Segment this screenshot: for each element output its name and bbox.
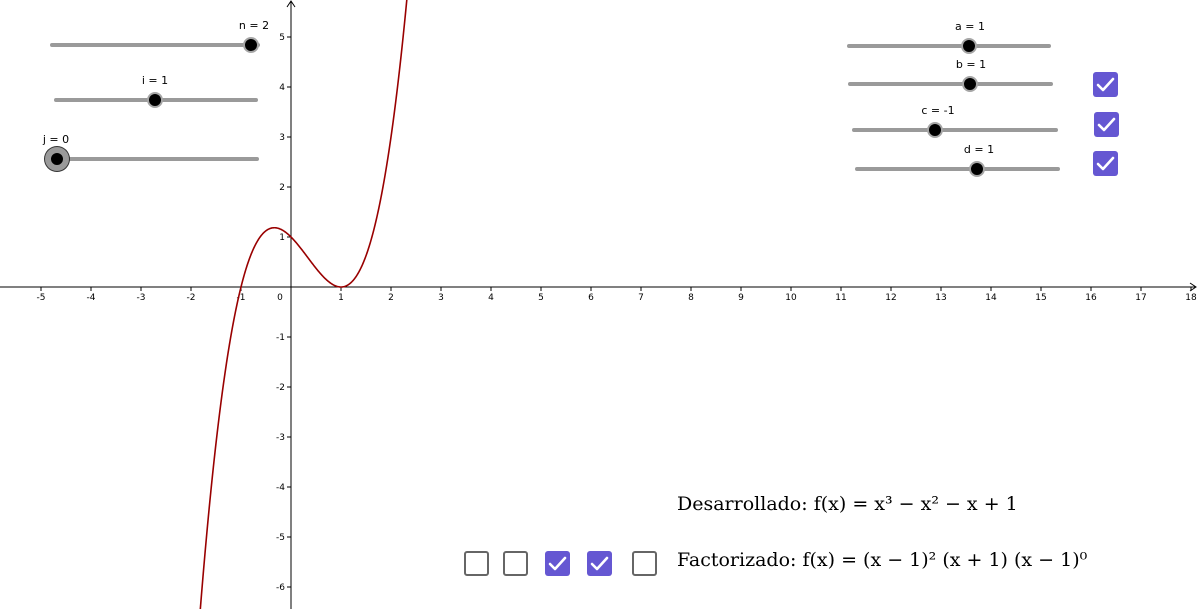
y-tick-label: 1	[279, 233, 285, 243]
slider-b-label: b = 1	[955, 58, 987, 71]
check-icon	[548, 556, 567, 571]
factored-formula: Factorizado: f(x) = (x − 1)² (x + 1) (x …	[677, 549, 1087, 571]
checkbox-factor-5[interactable]	[632, 551, 657, 576]
check-icon	[1096, 77, 1115, 92]
slider-j[interactable]: j = 0	[43, 133, 259, 171]
y-tick-label: -4	[276, 483, 285, 493]
check-icon	[1097, 117, 1116, 132]
factored-label: Factorizado:	[677, 549, 797, 571]
y-tick-label: 3	[279, 133, 285, 143]
x-tick-label: 5	[538, 293, 544, 303]
x-tick-label: 12	[885, 293, 896, 303]
slider-d-knob[interactable]	[969, 161, 985, 177]
check-icon	[590, 556, 609, 571]
x-tick-label: 10	[785, 293, 797, 303]
slider-d[interactable]: d = 1	[855, 143, 1060, 180]
check-icon	[1096, 156, 1115, 171]
checkbox-factor-3[interactable]	[545, 551, 570, 576]
x-tick-label: -2	[187, 293, 196, 303]
checkbox-factor-4[interactable]	[587, 551, 612, 576]
x-tick-label: 11	[835, 293, 846, 303]
expanded-expression: f(x) = x³ − x² − x + 1	[813, 493, 1018, 515]
x-tick-label: 7	[638, 293, 644, 303]
y-tick-label: -1	[276, 333, 285, 343]
checkbox-factor-1[interactable]	[464, 551, 489, 576]
slider-b-track[interactable]	[848, 82, 1053, 86]
y-tick-label: 4	[279, 83, 285, 93]
slider-b-knob[interactable]	[962, 76, 978, 92]
checkbox-factor-2[interactable]	[503, 551, 528, 576]
checkbox-c[interactable]	[1094, 112, 1119, 137]
slider-c[interactable]: c = -1	[852, 104, 1058, 141]
slider-a-knob[interactable]	[961, 38, 977, 54]
slider-a-track[interactable]	[847, 44, 1051, 48]
checkbox-b[interactable]	[1093, 72, 1118, 97]
y-tick-label: 5	[279, 33, 285, 43]
y-tick-label: -3	[276, 433, 285, 443]
factored-expression: f(x) = (x − 1)² (x + 1) (x − 1)⁰	[802, 549, 1088, 571]
x-tick-label: 15	[1035, 293, 1046, 303]
x-tick-label: -5	[37, 293, 46, 303]
slider-i[interactable]: i = 1	[54, 74, 258, 111]
y-tick-label: 2	[279, 183, 285, 193]
x-tick-label: -1	[237, 293, 246, 303]
slider-i-label: i = 1	[141, 74, 169, 87]
function-curve[interactable]	[199, 0, 409, 609]
slider-a-label: a = 1	[955, 20, 985, 33]
x-tick-label: 9	[738, 293, 744, 303]
expanded-formula: Desarrollado: f(x) = x³ − x² − x + 1	[677, 493, 1018, 515]
slider-n-track[interactable]	[50, 43, 260, 47]
y-tick-label: -6	[276, 583, 285, 593]
slider-c-label: c = -1	[921, 104, 955, 117]
y-tick-label: -5	[276, 533, 285, 543]
x-tick-label: -4	[87, 293, 96, 303]
slider-d-label: d = 1	[963, 143, 995, 156]
x-tick-label: 16	[1085, 293, 1097, 303]
x-tick-label: 0	[277, 293, 283, 303]
slider-c-track[interactable]	[852, 128, 1058, 132]
x-tick-label: 17	[1135, 293, 1146, 303]
slider-d-track[interactable]	[855, 167, 1060, 171]
x-axis-ticks: -5 -4 -3 -2 -1 0 1 2 3 4 5 6 7 8 9 10 11 12 13 14 15 16 17 18	[37, 287, 1197, 303]
slider-j-knob[interactable]	[45, 147, 69, 171]
y-axis-arrow	[286, 0, 296, 8]
checkbox-d[interactable]	[1093, 151, 1118, 176]
slider-n[interactable]: n = 2	[50, 19, 269, 56]
x-axis-arrow	[1189, 282, 1197, 292]
x-tick-label: 3	[438, 293, 444, 303]
x-tick-label: 18	[1185, 293, 1197, 303]
x-tick-label: 14	[985, 293, 997, 303]
y-tick-label: -2	[276, 383, 285, 393]
x-tick-label: 4	[488, 293, 494, 303]
expanded-label: Desarrollado:	[677, 493, 808, 515]
x-tick-label: 1	[338, 293, 344, 303]
slider-a[interactable]: a = 1	[847, 20, 1051, 57]
x-tick-label: 13	[935, 293, 946, 303]
slider-j-label: j = 0	[42, 133, 70, 146]
y-axis-ticks: 1 2 3 4 5 -1 -2 -3 -4 -5 -6	[276, 33, 291, 593]
x-tick-label: -3	[137, 293, 146, 303]
x-tick-label: 6	[588, 293, 594, 303]
slider-b[interactable]: b = 1	[848, 58, 1053, 95]
slider-n-label: n = 2	[238, 19, 270, 32]
x-tick-label: 2	[388, 293, 394, 303]
slider-j-track[interactable]	[56, 157, 259, 161]
slider-c-knob[interactable]	[927, 122, 943, 138]
slider-i-knob[interactable]	[147, 92, 163, 108]
slider-n-knob[interactable]	[243, 37, 259, 53]
x-tick-label: 8	[688, 293, 694, 303]
